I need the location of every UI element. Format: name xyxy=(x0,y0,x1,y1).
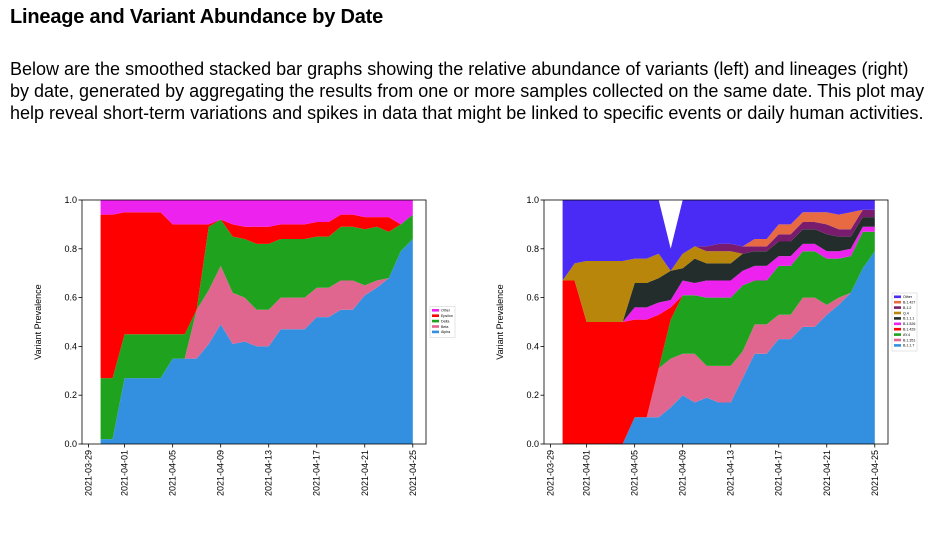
x-tick-label: 2021-04-09 xyxy=(678,450,688,496)
x-tick-label: 2021-04-05 xyxy=(168,450,178,496)
legend-label: B.1.1.7 xyxy=(903,344,914,348)
legend-label: AY.4 xyxy=(903,333,910,337)
area-q-4 xyxy=(562,217,875,322)
legend-swatch xyxy=(432,330,439,334)
variant-abundance-chart: 0.0 0.2 0.4 0.6 0.8 1.0 2021-03-29 2021-04-01 20… xyxy=(33,195,456,496)
y-tick-label: 0.6 xyxy=(64,293,77,303)
area-b-1-427 xyxy=(562,209,875,281)
legend-swatch xyxy=(894,317,901,320)
area-b-1-1-7 xyxy=(562,251,875,444)
plot-frame xyxy=(81,199,427,445)
legend-swatch xyxy=(432,309,439,312)
legend-swatch xyxy=(894,333,901,336)
x-tick-label: 2021-03-29 xyxy=(546,450,556,496)
legend-label: Delta xyxy=(441,319,449,323)
legend-swatch xyxy=(894,338,901,342)
area-alpha xyxy=(100,239,413,444)
area-b-1-526 xyxy=(562,226,875,322)
y-tick-label: 0.8 xyxy=(64,244,77,254)
area-other xyxy=(562,200,875,281)
legend-label: B.1.427 xyxy=(903,301,915,305)
legend-swatch xyxy=(894,306,901,309)
x-tick-label: 2021-03-29 xyxy=(84,450,94,496)
page-description: Below are the smoothed stacked bar graph… xyxy=(10,59,925,123)
x-tick-label: 2021-04-13 xyxy=(726,450,736,496)
x-tick-label: 2021-04-01 xyxy=(582,450,592,496)
x-tick-label: 2021-04-05 xyxy=(630,450,640,496)
legend-label: Alpha xyxy=(441,330,450,334)
legend-swatch xyxy=(432,319,439,323)
y-axis-title: Variant Prevalence xyxy=(495,284,505,359)
legend-label: Epsilon xyxy=(441,314,453,318)
y-tick-label: 0.6 xyxy=(526,293,539,303)
legend-label: Beta xyxy=(441,325,448,329)
x-tick-label: 2021-04-09 xyxy=(216,450,226,496)
x-tick-label: 2021-04-17 xyxy=(312,450,322,496)
area-delta xyxy=(100,214,413,440)
plot-frame xyxy=(543,199,889,445)
x-tick-label: 2021-04-21 xyxy=(360,450,370,496)
lineage-abundance-chart: 0.0 0.2 0.4 0.6 0.8 1.0 2021-03-29 2021-04-01 20… xyxy=(495,195,918,496)
legend-label: B.1.429 xyxy=(903,328,915,332)
legend-label: B.1.526 xyxy=(903,322,915,326)
legend-swatch xyxy=(894,322,901,326)
y-tick-label: 0.8 xyxy=(526,244,539,254)
area-other xyxy=(100,200,413,227)
area-beta xyxy=(100,239,413,440)
legend-swatch xyxy=(432,325,439,328)
legend-label: Other xyxy=(903,295,913,299)
y-axis-title: Variant Prevalence xyxy=(33,284,43,359)
x-tick-label: 2021-04-25 xyxy=(408,450,418,496)
y-tick-label: 0.2 xyxy=(526,390,539,400)
area-epsilon xyxy=(100,212,413,379)
legend-label: B.1.1.1 xyxy=(903,317,914,321)
legend-swatch xyxy=(894,344,901,347)
legend-label: Other xyxy=(441,309,451,313)
page-title: Lineage and Variant Abundance by Date xyxy=(10,6,384,28)
legend-swatch xyxy=(432,314,439,317)
y-tick-label: 0.0 xyxy=(64,439,77,449)
x-tick-label: 2021-04-21 xyxy=(822,450,832,496)
x-tick-label: 2021-04-01 xyxy=(120,450,130,496)
x-tick-label: 2021-04-25 xyxy=(870,450,880,496)
legend-swatch xyxy=(894,311,901,315)
legend-label: B.1.351 xyxy=(903,338,915,342)
legend-swatch xyxy=(894,327,901,331)
y-tick-label: 0.4 xyxy=(64,341,77,351)
x-tick-label: 2021-04-17 xyxy=(774,450,784,496)
y-tick-label: 1.0 xyxy=(526,195,539,205)
area-b-1-429 xyxy=(562,231,875,444)
y-tick-label: 1.0 xyxy=(64,195,77,205)
legend-label: Q.4 xyxy=(903,311,909,315)
y-tick-label: 0.0 xyxy=(526,439,539,449)
x-tick-label: 2021-04-13 xyxy=(264,450,274,496)
legend-swatch xyxy=(894,300,901,304)
legend-swatch xyxy=(894,295,901,299)
legend-label: B.1.2 xyxy=(903,306,911,310)
y-tick-label: 0.4 xyxy=(526,341,539,351)
y-tick-label: 0.2 xyxy=(64,390,77,400)
area-b-1-1-1 xyxy=(562,217,875,322)
area-b-1-2 xyxy=(562,209,875,281)
area-ay-4 xyxy=(562,231,875,444)
